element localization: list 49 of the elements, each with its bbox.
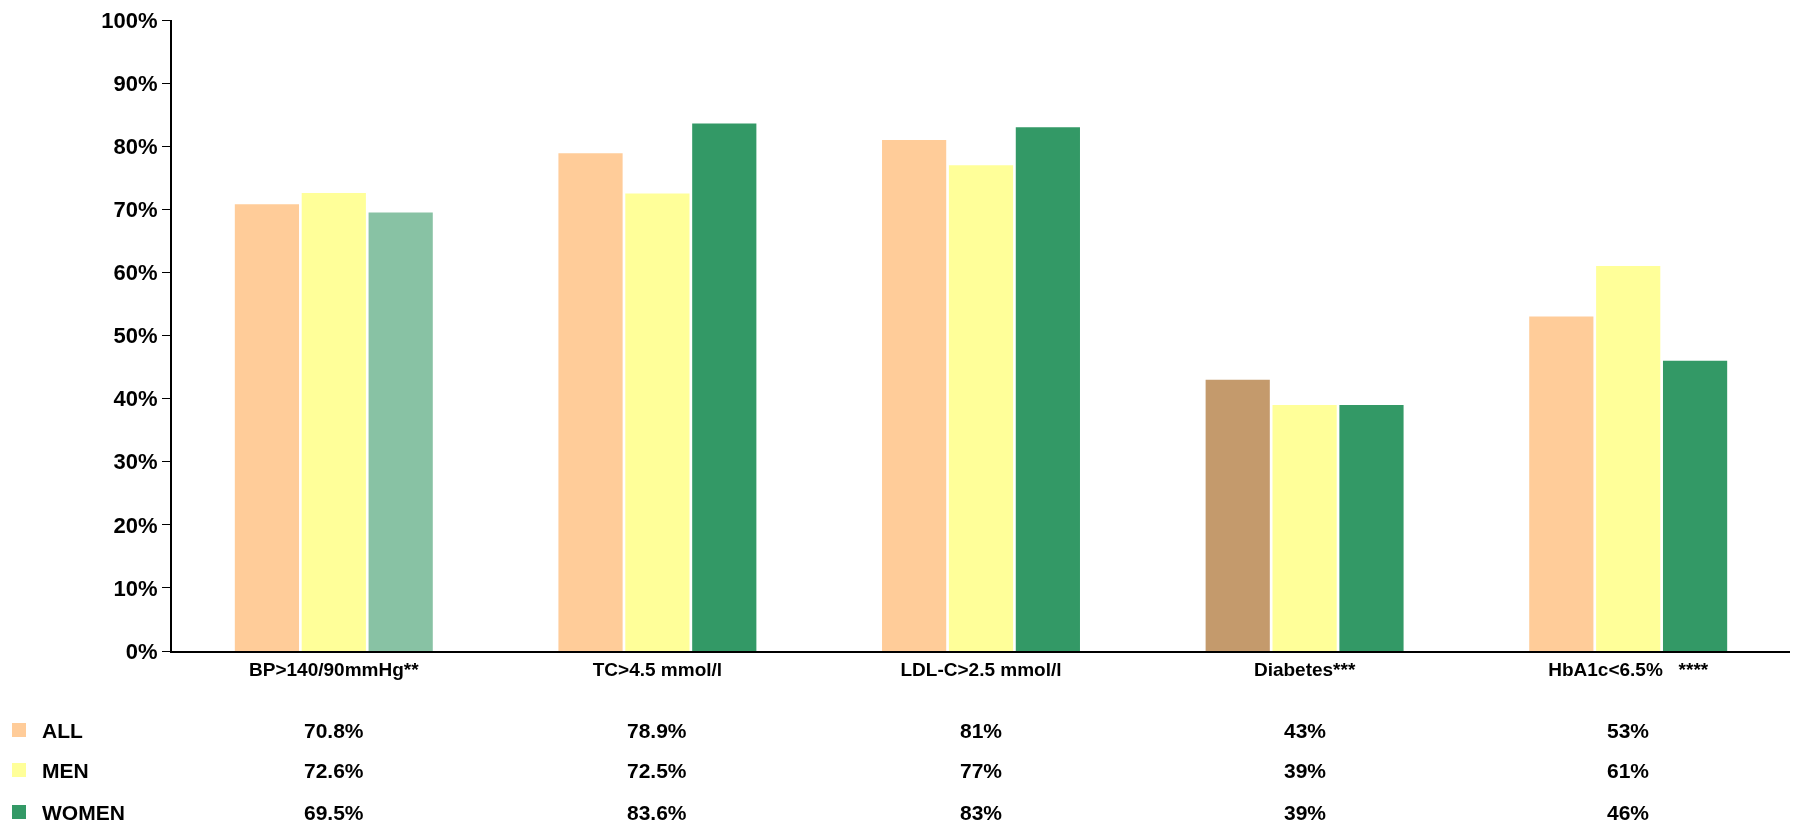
data-label: 43% <box>1284 719 1327 742</box>
bar <box>368 212 433 651</box>
y-tick-label: 10% <box>113 575 158 601</box>
data-label: 46% <box>1607 801 1650 824</box>
bar <box>692 123 757 651</box>
legend-label: ALL <box>42 719 83 742</box>
y-tick-label: 90% <box>113 70 158 96</box>
x-tick-label: HbA1c<6.5% **** <box>1548 658 1709 680</box>
bar <box>1662 360 1728 651</box>
data-label: 61% <box>1607 759 1650 782</box>
bar <box>1205 379 1270 651</box>
bar <box>1596 266 1661 651</box>
x-tick-label: Diabetes*** <box>1253 658 1356 680</box>
data-label: 53% <box>1607 719 1650 742</box>
bar <box>625 193 690 651</box>
data-label: 83.6% <box>627 801 687 824</box>
x-tick-label: BP>140/90mmHg** <box>249 658 420 680</box>
bar <box>558 153 623 651</box>
x-tick-label: TC>4.5 mmol/l <box>592 658 723 680</box>
y-tick-label: 30% <box>113 449 158 475</box>
bar <box>301 192 366 651</box>
bar <box>1015 127 1080 651</box>
y-tick-label: 50% <box>113 323 158 349</box>
y-tick-label: 40% <box>113 386 158 412</box>
y-tick-label: 80% <box>113 133 158 159</box>
data-label: 78.9% <box>627 719 687 742</box>
data-label: 69.5% <box>304 801 364 824</box>
bar <box>1529 316 1594 651</box>
data-label: 70.8% <box>304 719 364 742</box>
data-label: 81% <box>960 719 1003 742</box>
bar <box>234 204 300 651</box>
data-label: 72.5% <box>627 759 687 782</box>
x-tick-label: LDL-C>2.5 mmol/l <box>900 658 1062 680</box>
legend-label: MEN <box>42 759 89 782</box>
legend-label: WOMEN <box>42 801 125 824</box>
bar <box>882 139 947 651</box>
data-label: 83% <box>960 801 1003 824</box>
data-label: 39% <box>1284 801 1327 824</box>
y-tick-label: 100% <box>101 7 158 33</box>
data-label: 39% <box>1284 759 1327 782</box>
data-label: 72.6% <box>304 759 364 782</box>
data-label: 77% <box>960 759 1003 782</box>
bar <box>948 165 1014 651</box>
y-tick-label: 70% <box>113 197 158 222</box>
y-tick-label: 60% <box>113 260 158 286</box>
bar <box>1272 404 1337 651</box>
bar <box>1339 404 1404 651</box>
y-tick-label: 20% <box>113 512 158 538</box>
y-tick-label: 0% <box>125 638 158 664</box>
